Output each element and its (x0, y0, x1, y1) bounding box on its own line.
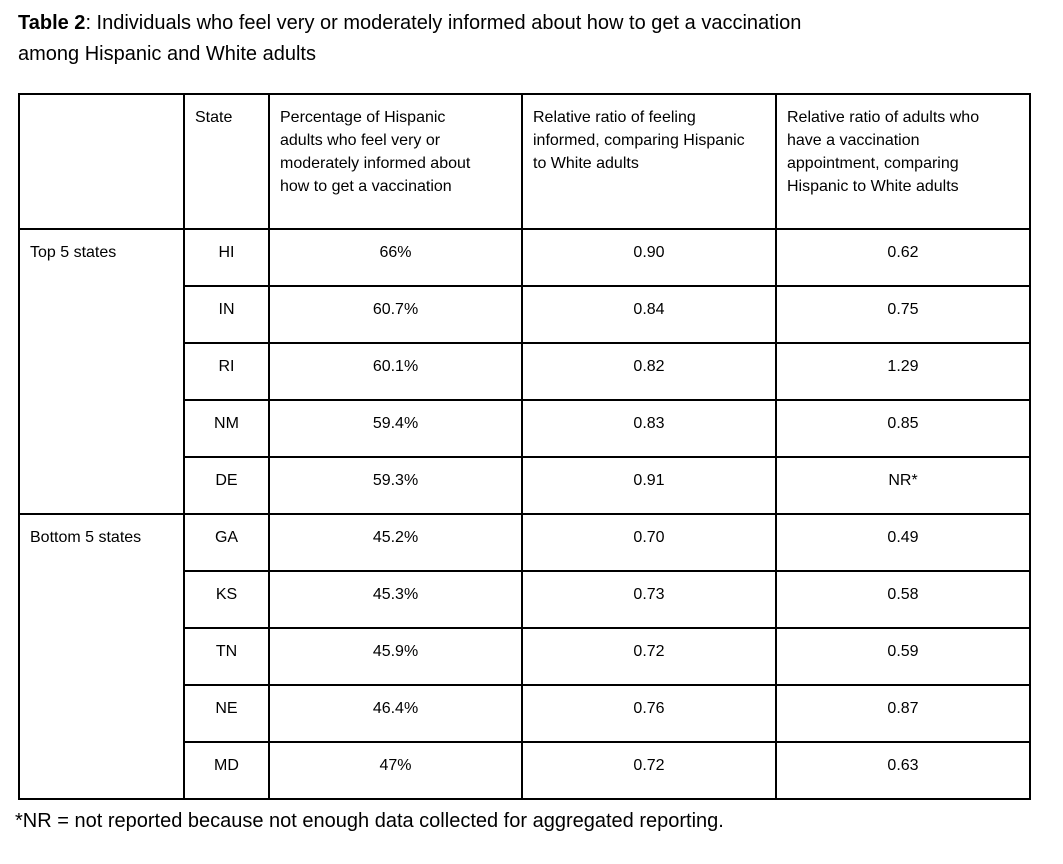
appointment-ratio-cell: 1.29 (775, 342, 1031, 401)
state-cell: RI (183, 342, 270, 401)
appointment-ratio-cell: 0.59 (775, 627, 1031, 686)
state-cell: MD (183, 741, 270, 800)
informed-ratio-cell: 0.91 (521, 456, 777, 515)
state-cell: KS (183, 570, 270, 629)
table-row: Bottom 5 states GA 45.2% 0.70 0.49 (18, 513, 1031, 800)
appointment-ratio-cell: 0.87 (775, 684, 1031, 743)
header-percent-informed: Percentage of Hispanic adults who feel v… (268, 93, 523, 230)
percent-cell: 59.4% (268, 399, 523, 458)
data-table: State Percentage of Hispanic adults who … (18, 93, 1031, 800)
informed-ratio-cell: 0.72 (521, 741, 777, 800)
state-cell: HI (183, 228, 270, 287)
header-corner-cell (18, 93, 185, 230)
appointment-ratio-cell: 0.58 (775, 570, 1031, 629)
state-cell: NE (183, 684, 270, 743)
table-row: DE 59.3% 0.91 NR* (19, 456, 1031, 515)
group-label-top5: Top 5 states (18, 228, 185, 515)
percent-cell: 45.9% (268, 627, 523, 686)
group-label-bottom5: Bottom 5 states (18, 513, 185, 800)
table-row: NE 46.4% 0.76 0.87 (19, 684, 1031, 743)
informed-ratio-cell: 0.83 (521, 399, 777, 458)
percent-cell: 45.2% (268, 513, 523, 572)
table-row: Top 5 states HI 66% 0.90 0.62 (18, 228, 1031, 515)
percent-cell: 66% (268, 228, 523, 287)
state-cell: IN (183, 285, 270, 344)
state-cell: DE (183, 456, 270, 515)
appointment-ratio-cell: 0.62 (775, 228, 1031, 287)
state-cell: GA (183, 513, 270, 572)
percent-cell: 59.3% (268, 456, 523, 515)
informed-ratio-cell: 0.72 (521, 627, 777, 686)
table-caption: Table 2: Individuals who feel very or mo… (18, 8, 801, 70)
footnote: *NR = not reported because not enough da… (15, 810, 724, 832)
informed-ratio-cell: 0.82 (521, 342, 777, 401)
informed-ratio-cell: 0.84 (521, 285, 777, 344)
header-state: State (183, 93, 270, 230)
table-row: RI 60.1% 0.82 1.29 (19, 342, 1031, 401)
header-appointment-ratio: Relative ratio of adults who have a vacc… (775, 93, 1031, 230)
table-caption-text-line1: : Individuals who feel very or moderatel… (85, 12, 802, 34)
percent-cell: 45.3% (268, 570, 523, 629)
informed-ratio-cell: 0.70 (521, 513, 777, 572)
table-caption-label: Table 2 (18, 12, 86, 34)
informed-ratio-cell: 0.90 (521, 228, 777, 287)
table-row: TN 45.9% 0.72 0.59 (19, 627, 1031, 686)
percent-cell: 60.1% (268, 342, 523, 401)
percent-cell: 47% (268, 741, 523, 800)
table-row: KS 45.3% 0.73 0.58 (19, 570, 1031, 629)
percent-cell: 60.7% (268, 285, 523, 344)
appointment-ratio-cell: 0.85 (775, 399, 1031, 458)
header-informed-ratio: Relative ratio of feeling informed, comp… (521, 93, 777, 230)
state-cell: TN (183, 627, 270, 686)
appointment-ratio-cell: 0.75 (775, 285, 1031, 344)
appointment-ratio-cell: 0.63 (775, 741, 1031, 800)
table-row: IN 60.7% 0.84 0.75 (19, 285, 1031, 344)
state-cell: NM (183, 399, 270, 458)
informed-ratio-cell: 0.76 (521, 684, 777, 743)
table-row: MD 47% 0.72 0.63 (19, 741, 1031, 800)
percent-cell: 46.4% (268, 684, 523, 743)
informed-ratio-cell: 0.73 (521, 570, 777, 629)
header-row: State Percentage of Hispanic adults who … (18, 93, 1031, 230)
table-row: NM 59.4% 0.83 0.85 (19, 399, 1031, 458)
table-caption-text-line2: among Hispanic and White adults (18, 43, 316, 65)
appointment-ratio-cell: NR* (775, 456, 1031, 515)
appointment-ratio-cell: 0.49 (775, 513, 1031, 572)
